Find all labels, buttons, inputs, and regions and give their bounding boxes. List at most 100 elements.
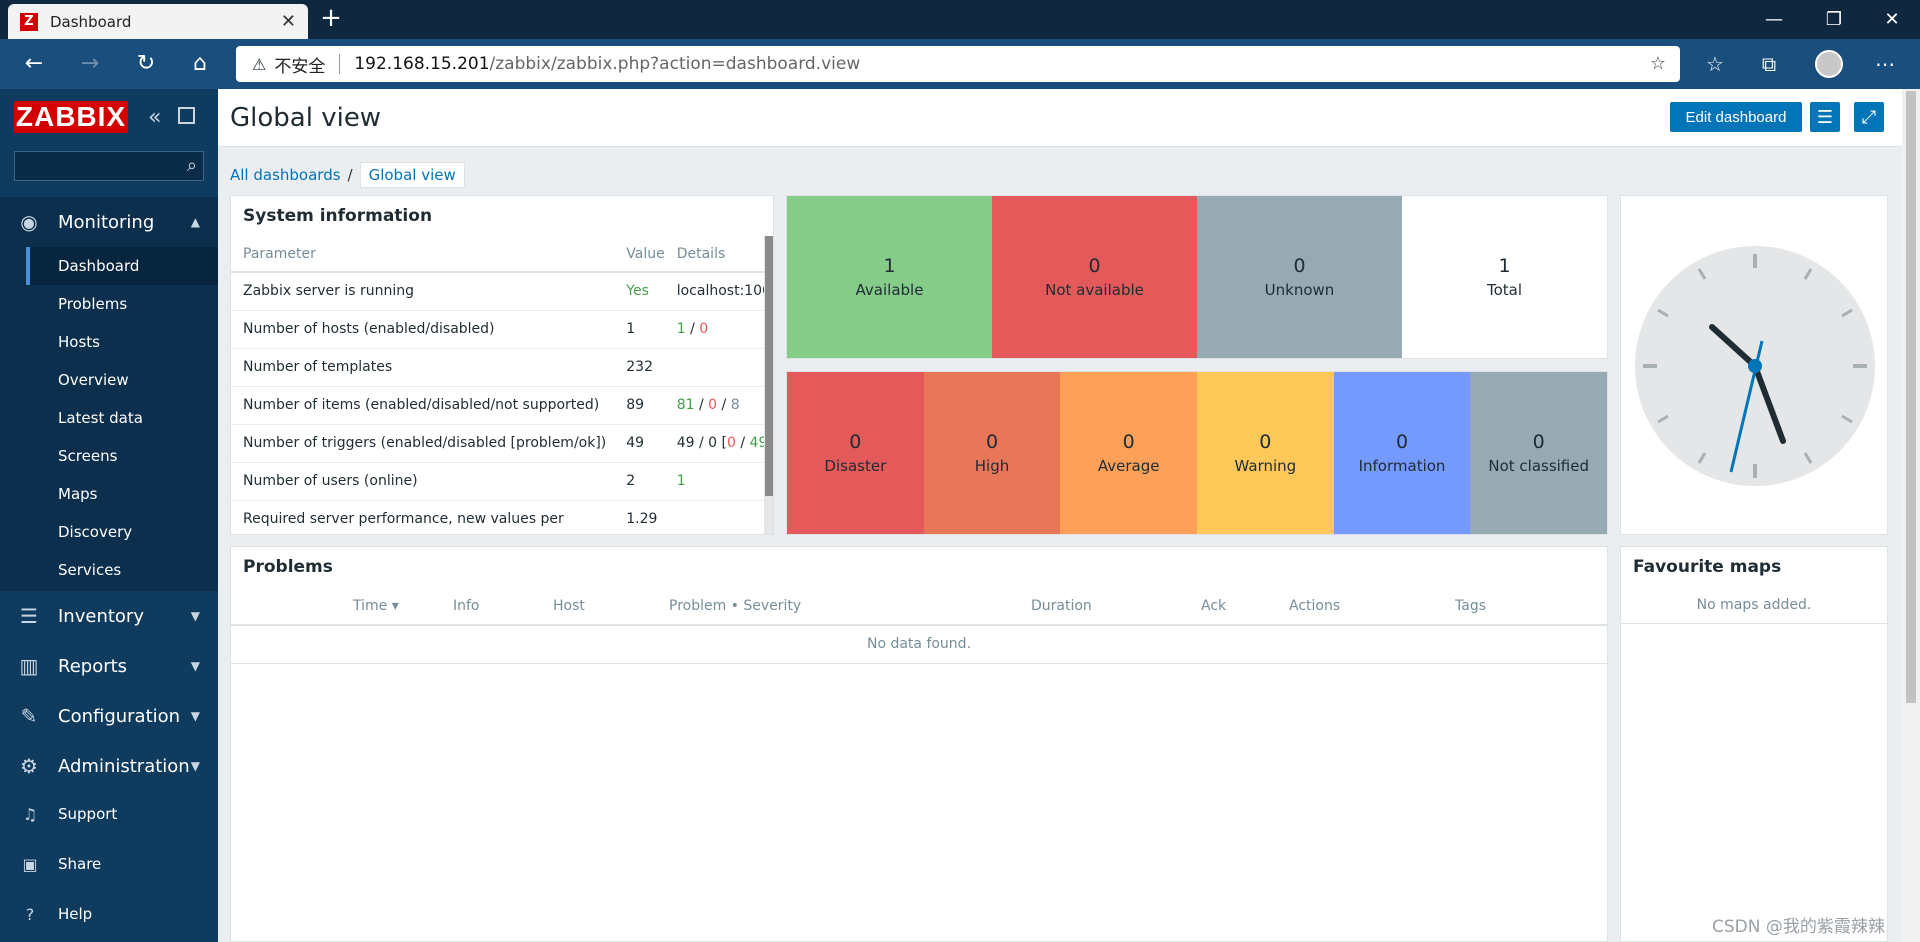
menu-item-maps[interactable]: Maps <box>58 485 98 503</box>
availability-unknown[interactable]: 0 Unknown <box>1197 196 1402 358</box>
home-icon[interactable]: ⌂ <box>193 51 207 76</box>
browser-tab[interactable]: Z Dashboard ✕ <box>8 4 308 39</box>
disabled-count: 0 <box>699 321 709 337</box>
minimize-icon[interactable]: — <box>1765 9 1783 30</box>
value-cell: 232 <box>618 348 669 387</box>
table-row: Number of users (online) 2 1 <box>231 462 773 501</box>
forward-icon[interactable]: → <box>80 51 100 76</box>
monitoring-submenu: Dashboard Problems Hosts Overview Latest… <box>0 247 218 591</box>
menu-item-discovery[interactable]: Discovery <box>58 523 133 541</box>
page-scrollbar[interactable] <box>1902 89 1920 942</box>
zabbix-favicon-icon: Z <box>20 12 38 31</box>
search-input[interactable]: ⌕ <box>14 151 204 181</box>
scrollbar-thumb[interactable] <box>1906 91 1916 703</box>
no-maps-message: No maps added. <box>1621 587 1887 624</box>
count: 0 <box>1293 255 1306 277</box>
menu-icon[interactable]: ☰ <box>1810 102 1840 132</box>
gear-icon: ⚙ <box>20 754 38 778</box>
menu-item-dashboard[interactable]: Dashboard <box>26 247 218 285</box>
label: Total <box>1486 281 1523 299</box>
severity-warning[interactable]: 0 Warning <box>1197 372 1334 534</box>
zabbix-logo[interactable]: ZABBIX <box>14 101 128 133</box>
insecure-label[interactable]: 不安全 <box>274 56 326 77</box>
breadcrumb-all-dashboards[interactable]: All dashboards <box>230 166 341 184</box>
chevron-down-icon: ▼ <box>190 609 200 623</box>
breadcrumb-current[interactable]: Global view <box>359 162 465 188</box>
severity-average[interactable]: 0 Average <box>1060 372 1198 534</box>
menu-item-problems[interactable]: Problems <box>58 295 128 313</box>
menu-item-hosts[interactable]: Hosts <box>58 333 100 351</box>
widget-scrollbar-thumb[interactable] <box>765 236 773 496</box>
parameter-cell: Number of triggers (enabled/disabled [pr… <box>231 424 619 463</box>
widget-scrollbar[interactable] <box>764 236 773 534</box>
menu-administration[interactable]: ⚙ Administration ▼ <box>0 741 218 791</box>
url-host: 192.168.15.201 <box>354 54 490 74</box>
new-tab-icon[interactable]: + <box>320 3 342 33</box>
table-row: Number of templates 232 <box>231 348 773 387</box>
severity-information[interactable]: 0 Information <box>1333 372 1471 534</box>
label: Not classified <box>1488 457 1590 475</box>
system-information-widget: System information Parameter Value Detai… <box>230 195 774 535</box>
tab-close-icon[interactable]: ✕ <box>280 11 296 32</box>
more-icon[interactable]: ⋯ <box>1875 52 1895 76</box>
minute-hand <box>1752 363 1786 444</box>
collapse-sidebar-icon[interactable]: « <box>148 105 162 130</box>
menu-item-latest-data[interactable]: Latest data <box>58 409 143 427</box>
problem-count: 0 <box>726 435 736 451</box>
column-header-duration: Duration <box>1031 587 1201 626</box>
menu-item-overview[interactable]: Overview <box>58 371 129 389</box>
severity-not-classified[interactable]: 0 Not classified <box>1470 372 1608 534</box>
watermark: CSDN @我的紫霞辣辣 <box>1712 917 1885 937</box>
column-header-time[interactable]: Time ▾ <box>353 587 453 626</box>
add-favorite-icon[interactable]: ☆ <box>1649 53 1666 74</box>
sidebar-bottom: ♫ Support ▣ Share ? Help <box>0 789 218 939</box>
headset-icon: ♫ <box>22 804 38 824</box>
label: Available <box>855 281 924 299</box>
menu-item-services[interactable]: Services <box>58 561 122 579</box>
severity-high[interactable]: 0 High <box>923 372 1061 534</box>
address-bar[interactable]: ⚠ 不安全 192.168.15.201/zabbix/zabbix.php?a… <box>236 46 1680 82</box>
menu-monitoring[interactable]: ◉ Monitoring ▲ <box>0 197 218 247</box>
share-link[interactable]: ▣ Share <box>0 839 218 889</box>
menu-inventory[interactable]: ☰ Inventory ▼ <box>0 591 218 641</box>
details-cell: 1 / 0 <box>668 310 773 349</box>
breadcrumb: All dashboards / Global view <box>230 162 465 188</box>
restore-icon[interactable]: ❐ <box>1825 9 1843 30</box>
window-close-icon[interactable]: ✕ <box>1884 9 1900 30</box>
details-cell: 1 <box>668 462 773 501</box>
menu-configuration[interactable]: ✎ Configuration ▼ <box>0 691 218 741</box>
kiosk-mode-icon[interactable] <box>178 107 195 124</box>
value-cell: 89 <box>618 386 669 425</box>
support-link[interactable]: ♫ Support <box>0 789 218 839</box>
disabled-count: 0 <box>708 397 718 413</box>
help-link[interactable]: ? Help <box>0 889 218 939</box>
count: 1 <box>1498 255 1511 277</box>
menu-item-screens[interactable]: Screens <box>58 447 118 465</box>
fullscreen-icon[interactable]: ⤢ <box>1854 102 1884 132</box>
refresh-icon[interactable]: ↻ <box>136 51 156 76</box>
label: Information <box>1358 457 1446 475</box>
availability-not-available[interactable]: 0 Not available <box>992 196 1197 358</box>
enabled-count: 1 <box>676 321 686 337</box>
availability-total[interactable]: 1 Total <box>1402 196 1607 358</box>
favourite-maps-widget: Favourite maps No maps added. <box>1620 546 1888 942</box>
warning-icon[interactable]: ⚠ <box>252 54 267 74</box>
edit-dashboard-button[interactable]: Edit dashboard <box>1670 102 1802 132</box>
column-header-actions: Actions <box>1289 587 1455 626</box>
menu-reports[interactable]: ▥ Reports ▼ <box>0 641 218 691</box>
table-row: Number of triggers (enabled/disabled [pr… <box>231 424 773 463</box>
collections-icon[interactable]: ⧉ <box>1761 52 1777 76</box>
label: Disaster <box>824 457 887 475</box>
help-icon: ? <box>25 904 35 924</box>
severity-disaster[interactable]: 0 Disaster <box>787 372 924 534</box>
favorites-icon[interactable]: ☆ <box>1706 52 1724 76</box>
availability-available[interactable]: 1 Available <box>787 196 992 358</box>
menu-configuration-label: Configuration <box>58 705 181 727</box>
menu-monitoring-label: Monitoring <box>58 211 155 233</box>
back-icon[interactable]: ← <box>24 51 44 76</box>
menu-reports-label: Reports <box>58 655 128 677</box>
clock-ticks <box>1643 254 1867 478</box>
search-icon[interactable]: ⌕ <box>186 155 197 176</box>
label: High <box>974 457 1010 475</box>
profile-avatar[interactable] <box>1815 50 1843 78</box>
